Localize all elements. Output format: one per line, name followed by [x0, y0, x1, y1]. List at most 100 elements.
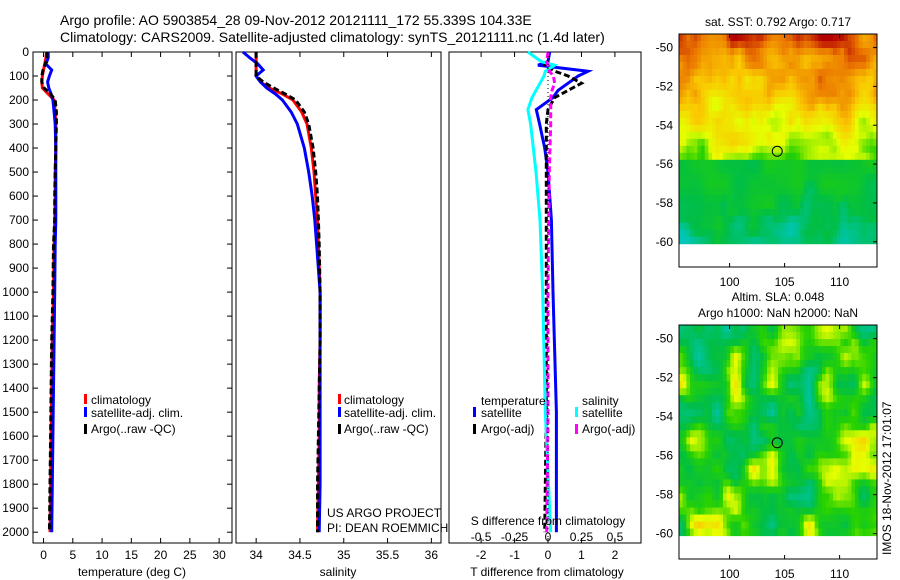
sst-cell	[697, 229, 702, 238]
sla-cell	[866, 486, 871, 494]
sla-cell	[701, 367, 706, 375]
sla-cell	[734, 325, 739, 333]
sla-cell	[844, 528, 849, 537]
sla-cell	[748, 381, 753, 389]
s-diff-xlabel: S difference from climatology	[471, 514, 626, 528]
sst-cell	[800, 103, 805, 112]
sla-cell	[789, 437, 794, 445]
sst-cell	[855, 229, 860, 238]
sst-cell	[796, 96, 801, 105]
sst-cell	[693, 180, 698, 189]
sst-cell	[741, 110, 746, 119]
axes-frame	[448, 51, 642, 544]
sla-cell	[814, 493, 819, 501]
sla-cell	[719, 395, 724, 403]
sla-cell	[792, 346, 797, 354]
sst-cell	[682, 215, 687, 224]
sst-cell	[840, 68, 845, 77]
sst-cell	[829, 75, 834, 84]
sla-cell	[715, 437, 720, 445]
sst-cell	[708, 187, 713, 196]
sst-cell	[686, 194, 691, 203]
sla-cell	[785, 430, 790, 438]
sst-cell	[792, 103, 797, 112]
sst-cell	[719, 117, 724, 126]
sst-cell	[679, 131, 684, 140]
sla-cell	[693, 451, 698, 459]
sla-cell	[774, 339, 779, 347]
sla-cell	[756, 339, 761, 347]
sla-cell	[818, 437, 823, 445]
sla-cell	[704, 521, 709, 530]
sst-cell	[800, 194, 805, 203]
sst-cell	[763, 152, 768, 161]
sla-cell	[752, 479, 757, 487]
sst-cell	[734, 124, 739, 133]
sla-cell	[781, 325, 786, 333]
sst-cell	[734, 40, 739, 49]
sla-cell	[844, 423, 849, 431]
sla-cell	[708, 458, 713, 466]
sla-cell	[690, 325, 695, 333]
sla-cell	[774, 437, 779, 445]
sla-cell	[763, 521, 768, 530]
sst-cell	[800, 89, 805, 98]
sst-cell	[781, 166, 786, 175]
sst-cell	[836, 215, 841, 224]
sst-cell	[774, 96, 779, 105]
sst-cell	[789, 145, 794, 154]
sst-cell	[855, 187, 860, 196]
sla-cell	[767, 339, 772, 347]
sla-cell	[781, 332, 786, 340]
sst-cell	[862, 173, 867, 182]
sla-cell	[836, 360, 841, 368]
sla-cell	[811, 374, 816, 382]
sst-cell	[833, 194, 838, 203]
sst-cell	[869, 47, 874, 56]
sst-cell	[690, 34, 695, 42]
sla-cell	[855, 388, 860, 396]
sla-cell	[745, 458, 750, 466]
sst-cell	[715, 54, 720, 63]
sla-cell	[858, 374, 863, 382]
sst-cell	[734, 117, 739, 126]
sla-cell	[734, 388, 739, 396]
sla-cell	[737, 507, 742, 516]
sst-cell	[690, 208, 695, 217]
sst-cell	[800, 68, 805, 77]
sla-cell	[679, 325, 684, 333]
sst-cell	[796, 229, 801, 238]
sla-cell	[778, 353, 783, 361]
sst-cell	[844, 34, 849, 42]
sla-map-subtitle: Argo h1000: NaN h2000: NaN	[698, 306, 858, 320]
sst-cell	[756, 89, 761, 98]
sst-cell	[847, 103, 852, 112]
sla-cell	[723, 367, 728, 375]
sst-cell	[829, 110, 834, 119]
sst-cell	[690, 75, 695, 84]
sla-cell	[825, 465, 830, 473]
sst-cell	[840, 173, 845, 182]
sst-cell	[858, 89, 863, 98]
sla-cell	[759, 493, 764, 501]
sla-cell	[719, 458, 724, 466]
sst-cell	[682, 173, 687, 182]
sst-cell	[726, 117, 731, 126]
sst-cell	[789, 61, 794, 70]
sla-cell	[873, 479, 878, 487]
sst-cell	[734, 194, 739, 203]
sst-cell	[763, 222, 768, 231]
sla-cell	[708, 507, 713, 516]
sla-cell	[796, 507, 801, 516]
sst-cell	[781, 54, 786, 63]
sst-cell	[833, 89, 838, 98]
sst-cell	[737, 82, 742, 91]
y-tick-label: 400	[9, 141, 29, 155]
sst-cell	[781, 201, 786, 210]
sst-cell	[708, 166, 713, 175]
sst-cell	[701, 236, 706, 245]
sst-cell	[855, 236, 860, 245]
sla-cell	[745, 325, 750, 333]
sla-cell	[847, 367, 852, 375]
sla-cell	[730, 444, 735, 452]
